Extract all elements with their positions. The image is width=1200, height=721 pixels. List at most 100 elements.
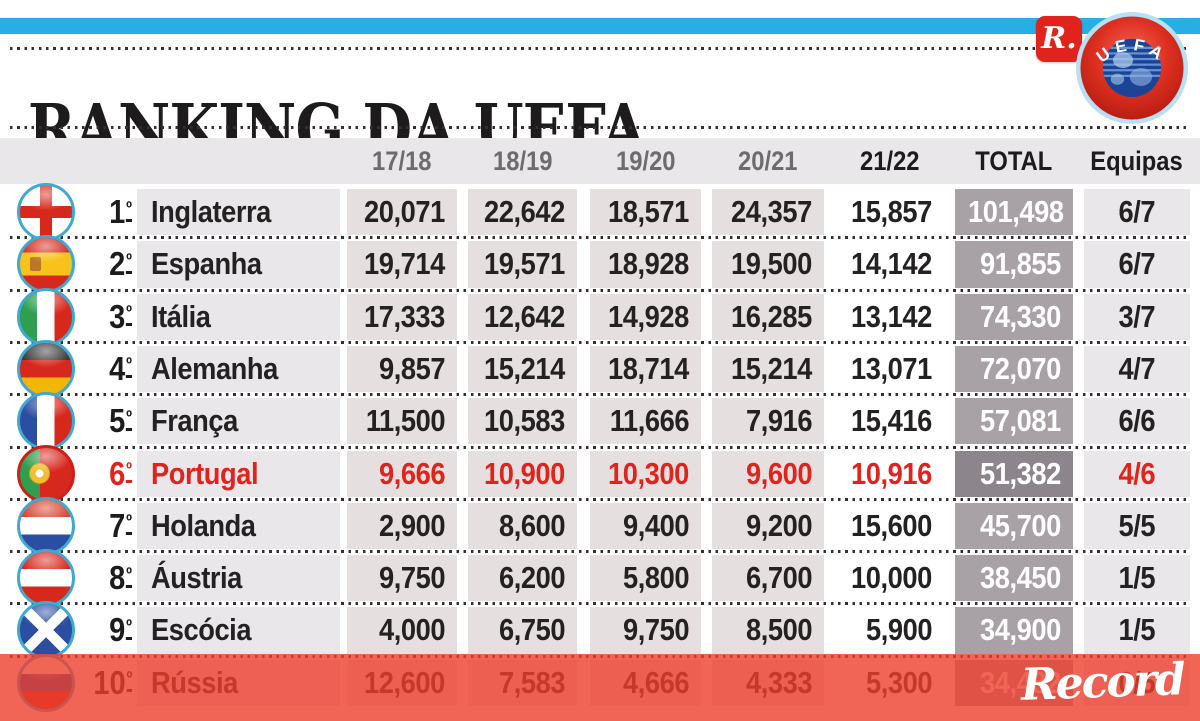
season-value-17-18: 9,750	[378, 560, 446, 596]
value-cell-bg	[468, 555, 577, 602]
season-value-17-18: 9,857	[378, 350, 446, 386]
season-value-18-19: 15,214	[484, 350, 565, 386]
rank-label: 3º	[109, 297, 132, 335]
flag-portugal-icon	[17, 444, 75, 503]
equipas-cell-bg	[1084, 398, 1190, 445]
value-cell-bg	[347, 345, 457, 393]
value-cell-bg	[836, 502, 944, 550]
flag-netherlands-icon	[17, 496, 75, 555]
season-value-17-18: 11,500	[365, 403, 446, 439]
total-value: 38,450	[980, 560, 1061, 596]
ordinal-indicator: º	[126, 249, 132, 274]
column-header-21-22: 21/22	[860, 146, 920, 176]
equipas-cell-bg	[1084, 189, 1190, 236]
value-cell-bg	[468, 293, 577, 340]
season-value-20-21: 9,200	[745, 507, 813, 543]
table-row: 6º Portugal 9,666 10,900 10,300 9,600 10…	[0, 444, 1200, 503]
season-value-19-20: 18,714	[608, 350, 689, 386]
rank-label: 4º	[109, 349, 132, 387]
season-value-18-19: 6,750	[498, 612, 566, 648]
rank-label: 7º	[109, 506, 132, 544]
value-cell-bg	[347, 398, 457, 445]
value-cell-bg	[347, 607, 457, 654]
value-cell-bg	[590, 293, 701, 340]
country-cell-bg	[137, 450, 340, 497]
column-header-equipas: Equipas	[1090, 146, 1184, 176]
total-cell-bg	[955, 189, 1073, 236]
season-value-19-20: 10,300	[608, 455, 689, 491]
flag-scotland-icon	[17, 601, 75, 660]
table-row: 8º Áustria 9,750 6,200 5,800 6,700 10,00…	[0, 549, 1200, 608]
country-cell-bg	[137, 398, 340, 445]
season-value-20-21: 9,600	[745, 455, 813, 491]
country-cell-bg	[137, 502, 340, 550]
equipas-value: 6/6	[1118, 403, 1156, 439]
total-value: 57,081	[980, 403, 1061, 439]
equipas-value: 1/5	[1118, 560, 1156, 596]
red-watermark-band	[0, 654, 1200, 721]
country-name: Escócia	[151, 612, 252, 648]
record-badge-icon: R.	[1036, 16, 1082, 62]
table-row: 9º Escócia 4,000 6,750 9,750 8,500 5,900…	[0, 601, 1200, 660]
dotted-rule-under-title	[10, 126, 1190, 129]
season-value-17-18: 2,900	[378, 507, 446, 543]
total-value: 45,700	[980, 507, 1061, 543]
dotted-rule-top	[10, 47, 1190, 50]
value-cell-bg	[836, 241, 944, 288]
value-cell-bg	[468, 398, 577, 445]
row-separator-dots	[10, 288, 1190, 292]
value-cell-bg	[712, 241, 824, 288]
row-separator-dots	[10, 602, 1190, 606]
total-value: 72,070	[980, 350, 1061, 386]
season-value-17-18: 4,000	[378, 612, 446, 648]
season-value-18-19: 22,642	[484, 194, 565, 229]
value-cell-bg	[347, 555, 457, 602]
value-cell-bg	[712, 189, 824, 236]
total-cell-bg	[955, 241, 1073, 288]
value-cell-bg	[468, 502, 577, 550]
value-cell-bg	[347, 293, 457, 340]
value-cell-bg	[590, 450, 701, 497]
value-cell-bg	[590, 241, 701, 288]
season-value-17-18: 20,071	[364, 194, 445, 229]
flag-germany-icon	[17, 339, 75, 398]
ordinal-indicator: º	[126, 563, 132, 588]
column-header-19-20: 19/20	[615, 146, 676, 176]
uefa-logo-icon: UEFA	[1076, 12, 1188, 124]
season-value-19-20: 9,400	[622, 507, 690, 543]
flag-italy-icon	[17, 287, 75, 346]
equipas-value: 5/5	[1118, 507, 1156, 543]
flag-spain-icon	[17, 235, 75, 294]
table-row: 2º Espanha 19,714 19,571 18,928 19,500 1…	[0, 235, 1200, 294]
value-cell-bg	[712, 450, 824, 497]
value-cell-bg	[590, 607, 701, 654]
value-cell-bg	[712, 555, 824, 602]
country-name: Áustria	[151, 560, 242, 596]
column-header-17-18: 17/18	[372, 146, 432, 176]
row-separator-dots	[10, 393, 1190, 397]
country-cell-bg	[137, 607, 340, 654]
value-cell-bg	[712, 398, 824, 445]
season-value-21-22: 5,900	[865, 612, 933, 648]
rank-label: 1º	[109, 193, 132, 230]
value-cell-bg	[590, 345, 701, 393]
value-cell-bg	[468, 450, 577, 497]
value-cell-bg	[468, 607, 577, 654]
rank-label: 5º	[109, 402, 132, 440]
season-value-20-21: 19,500	[731, 246, 812, 282]
season-value-18-19: 19,571	[484, 246, 565, 282]
top-accent-bar	[0, 18, 1200, 34]
value-cell-bg	[347, 502, 457, 550]
total-value: 51,382	[980, 455, 1061, 491]
equipas-cell-bg	[1084, 450, 1190, 497]
country-name: Espanha	[151, 246, 262, 282]
total-cell-bg	[955, 502, 1073, 550]
total-cell-bg	[955, 345, 1073, 393]
season-value-17-18: 17,333	[364, 298, 445, 334]
value-cell-bg	[712, 293, 824, 340]
season-value-20-21: 8,500	[745, 612, 813, 648]
country-cell-bg	[137, 241, 340, 288]
row-separator-dots	[10, 550, 1190, 554]
value-cell-bg	[590, 502, 701, 550]
value-cell-bg	[836, 450, 944, 497]
